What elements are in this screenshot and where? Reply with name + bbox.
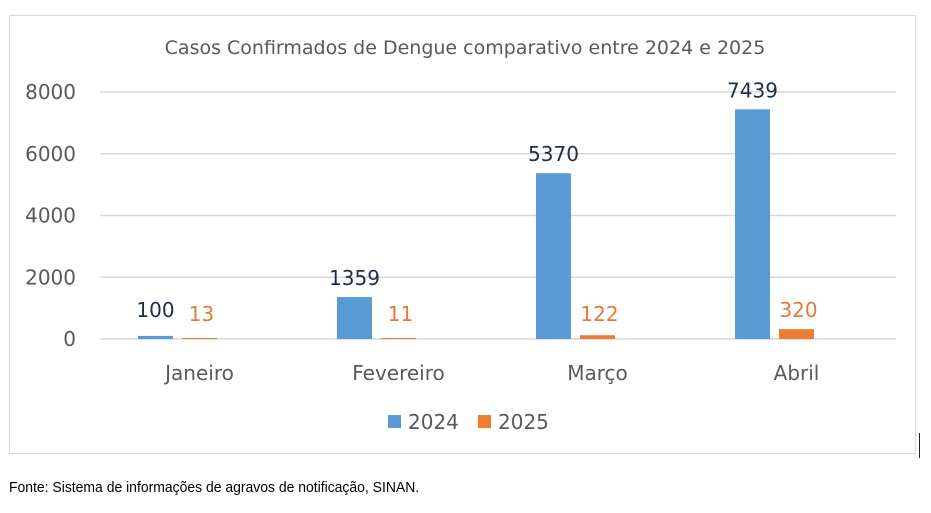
x-tick-label: Fevereiro	[352, 361, 445, 385]
data-label: 13	[189, 302, 214, 326]
bar-2025-março	[580, 335, 615, 339]
data-label: 320	[779, 298, 817, 322]
bar-chart: Casos Confirmados de Dengue comparativo …	[25, 37, 896, 434]
data-label: 1359	[329, 266, 380, 290]
bar-2025-janeiro	[182, 338, 217, 339]
y-axis-ticks: 0 2000 4000 6000 8000	[25, 80, 76, 351]
bar-2024-fevereiro	[337, 297, 372, 339]
source-note: Fonte: Sistema de informações de agravos…	[9, 479, 420, 496]
legend-label-2025: 2025	[498, 410, 549, 434]
text-cursor	[919, 433, 920, 458]
bars	[138, 109, 814, 339]
legend-label-2024: 2024	[408, 410, 459, 434]
data-labels: 100 13 1359 11 5370 122 7439 320	[136, 78, 817, 326]
legend-swatch-2024	[388, 415, 401, 428]
data-label: 5370	[528, 142, 579, 166]
bar-2024-abril	[735, 109, 770, 339]
y-tick-label: 0	[63, 327, 76, 351]
bar-2024-março	[536, 173, 571, 339]
data-label: 122	[580, 302, 618, 326]
data-label: 100	[136, 298, 174, 322]
chart-title: Casos Confirmados de Dengue comparativo …	[165, 37, 766, 59]
x-tick-label: Março	[567, 361, 628, 385]
legend: 2024 2025	[388, 410, 549, 434]
x-tick-label: Abril	[774, 361, 820, 385]
y-tick-label: 4000	[25, 204, 76, 228]
x-axis-ticks: Janeiro Fevereiro Março Abril	[163, 361, 819, 385]
y-tick-label: 8000	[25, 80, 76, 104]
x-tick-label: Janeiro	[163, 361, 234, 385]
gridlines	[100, 91, 896, 340]
y-tick-label: 2000	[25, 265, 76, 289]
bar-2025-abril	[779, 329, 814, 339]
data-label: 11	[388, 302, 413, 326]
data-label: 7439	[727, 78, 778, 102]
bar-2024-janeiro	[138, 335, 173, 339]
legend-swatch-2025	[478, 415, 491, 428]
bar-2025-fevereiro	[381, 338, 416, 339]
y-tick-label: 6000	[25, 142, 76, 166]
